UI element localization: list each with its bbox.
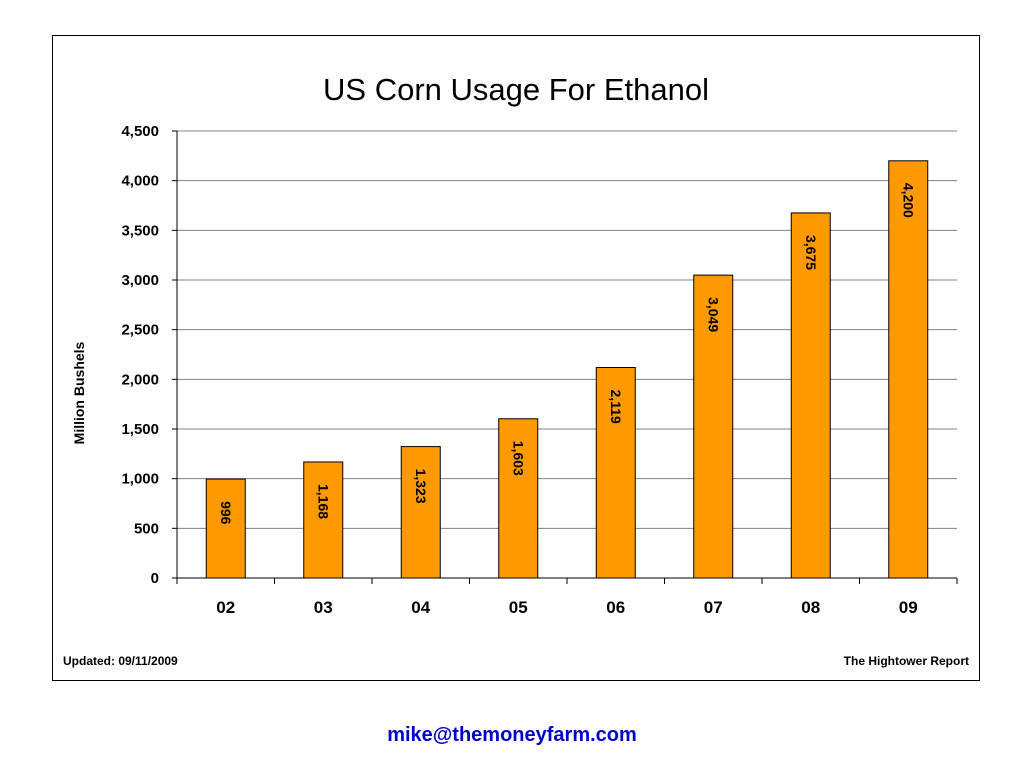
- bar: [303, 461, 344, 579]
- y-tick-label: 0: [151, 570, 159, 587]
- x-tick-label: 04: [411, 598, 430, 617]
- x-tick-label: 02: [216, 598, 235, 617]
- y-tick-label: 3,000: [121, 272, 159, 289]
- y-tick-label: 2,000: [121, 371, 159, 388]
- bar-data-label: 1,603: [510, 441, 526, 476]
- bar-data-label: 4,200: [900, 183, 916, 218]
- y-tick-label: 2,500: [121, 322, 159, 339]
- x-tick-label: 05: [509, 598, 528, 617]
- bar: [888, 160, 929, 579]
- y-tick-label: 1,000: [121, 471, 159, 488]
- bar: [400, 446, 441, 579]
- updated-date: Updated: 09/11/2009: [63, 654, 178, 668]
- y-tick-label: 4,500: [121, 123, 159, 140]
- y-tick-label: 500: [134, 520, 159, 537]
- bar-data-label: 3,675: [803, 235, 819, 270]
- bar-data-label: 2,119: [608, 390, 624, 424]
- bar-data-label: 1,168: [315, 484, 331, 519]
- x-tick-label: 07: [704, 598, 723, 617]
- x-tick-label: 08: [801, 598, 820, 617]
- x-tick-label: 09: [899, 598, 918, 617]
- y-tick-label: 3,500: [121, 222, 159, 239]
- chart-frame: US Corn Usage For Ethanol Million Bushel…: [52, 35, 980, 681]
- chart-title: US Corn Usage For Ethanol: [323, 72, 709, 107]
- contact-email-link[interactable]: mike@themoneyfarm.com: [387, 724, 637, 746]
- bar-data-label: 3,049: [705, 297, 721, 332]
- y-tick-label: 4,000: [121, 173, 159, 190]
- bar-data-label: 1,323: [413, 469, 429, 504]
- bar: [498, 418, 539, 579]
- plot-area: 0 500 1,000 1,500 2,000 2,500 3,000 3,500 4,000 4…: [121, 123, 958, 617]
- bar: [693, 274, 734, 579]
- source-credit: The Hightower Report: [843, 654, 969, 668]
- y-tick-label: 1,500: [121, 421, 159, 438]
- bar: [205, 478, 246, 579]
- bar: [595, 367, 636, 579]
- x-tick-label: 03: [314, 598, 333, 617]
- bar-data-label: 996: [218, 501, 234, 525]
- bar: [790, 212, 831, 579]
- x-tick-label: 06: [606, 598, 625, 617]
